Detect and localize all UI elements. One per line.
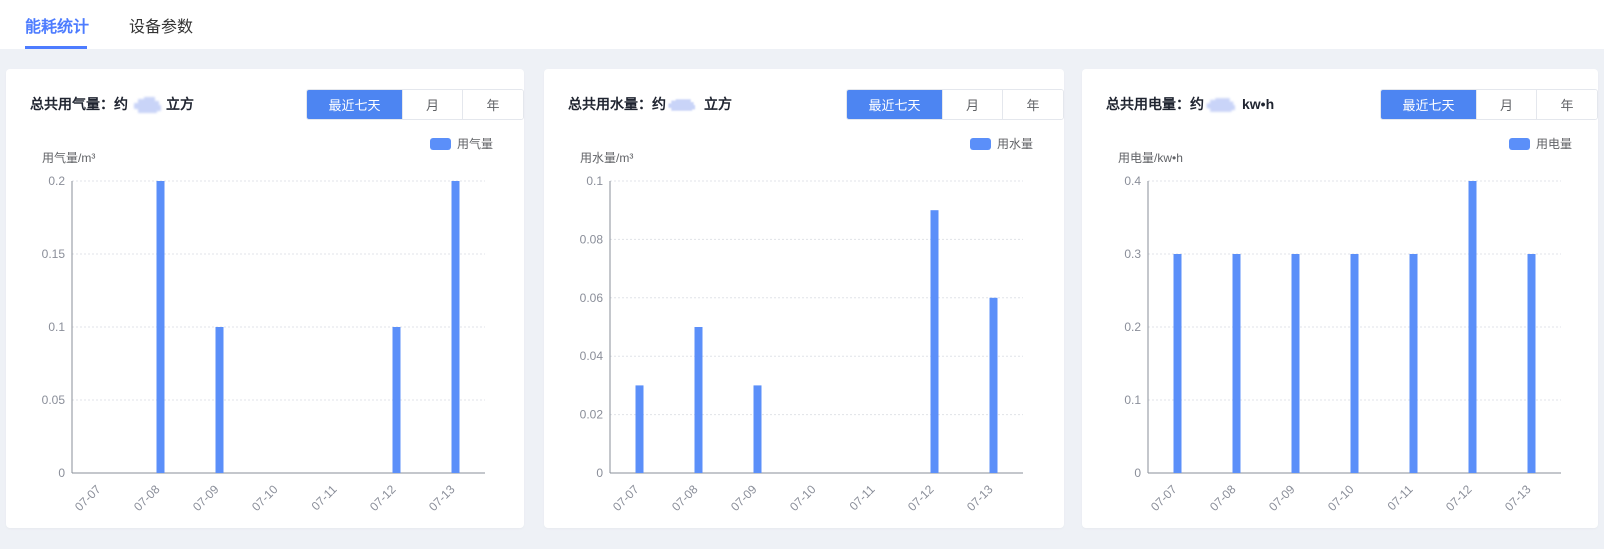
svg-text:07-10: 07-10: [1325, 482, 1357, 514]
svg-text:0.1: 0.1: [1124, 393, 1141, 407]
svg-text:07-07: 07-07: [72, 482, 104, 514]
svg-text:07-08: 07-08: [669, 482, 701, 514]
svg-text:0.1: 0.1: [586, 174, 603, 188]
svg-text:0.4: 0.4: [1124, 174, 1141, 188]
svg-text:0.06: 0.06: [580, 291, 604, 305]
svg-text:0.3: 0.3: [1124, 247, 1141, 261]
svg-text:07-11: 07-11: [1385, 482, 1416, 513]
svg-text:07-07: 07-07: [1148, 482, 1180, 514]
svg-text:07-11: 07-11: [309, 482, 340, 513]
svg-text:07-12: 07-12: [905, 482, 937, 514]
svg-text:0.08: 0.08: [580, 232, 604, 246]
svg-text:0: 0: [58, 466, 65, 480]
svg-text:07-09: 07-09: [728, 482, 760, 514]
svg-text:0.1: 0.1: [48, 320, 65, 334]
svg-text:07-07: 07-07: [610, 482, 642, 514]
svg-text:07-12: 07-12: [1443, 482, 1475, 514]
svg-text:0.2: 0.2: [48, 174, 65, 188]
svg-text:0.05: 0.05: [42, 393, 66, 407]
svg-text:07-13: 07-13: [1502, 482, 1534, 514]
svg-text:07-13: 07-13: [426, 482, 458, 514]
svg-text:07-09: 07-09: [1266, 482, 1298, 514]
svg-text:07-11: 07-11: [847, 482, 878, 513]
svg-text:0.15: 0.15: [42, 247, 66, 261]
svg-text:07-09: 07-09: [190, 482, 222, 514]
svg-text:0: 0: [1134, 466, 1141, 480]
svg-text:07-10: 07-10: [787, 482, 819, 514]
svg-text:0.04: 0.04: [580, 349, 604, 363]
svg-text:07-12: 07-12: [367, 482, 399, 514]
svg-text:07-08: 07-08: [131, 482, 163, 514]
svg-text:0.2: 0.2: [1124, 320, 1141, 334]
svg-text:07-10: 07-10: [249, 482, 281, 514]
svg-text:0: 0: [596, 466, 603, 480]
svg-text:07-08: 07-08: [1207, 482, 1239, 514]
svg-text:0.02: 0.02: [580, 408, 604, 422]
svg-text:07-13: 07-13: [964, 482, 996, 514]
